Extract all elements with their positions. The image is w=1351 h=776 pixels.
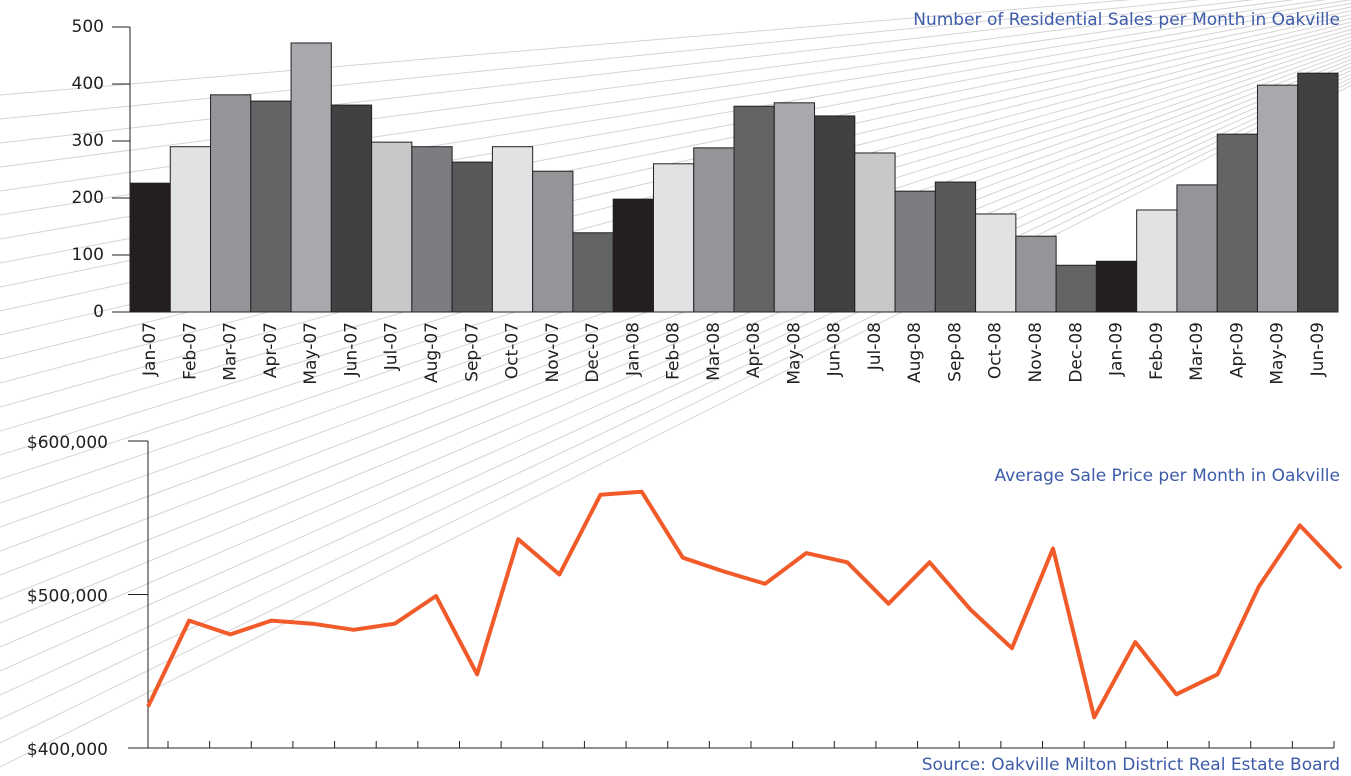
x-tick-label: Dec-07 [583, 322, 603, 383]
bar [572, 232, 614, 313]
x-tick-label: Jul-08 [865, 322, 885, 371]
bar [1256, 84, 1299, 313]
x-tick-label: Nov-08 [1026, 322, 1046, 383]
bar [814, 115, 856, 313]
x-tick-label: Mar-09 [1187, 322, 1207, 381]
bar [491, 146, 534, 313]
bar [934, 181, 977, 313]
bar [290, 42, 332, 313]
y-tick-label: $600,000 [27, 433, 108, 453]
x-tick-label: Mar-07 [221, 322, 241, 381]
x-tick-label: Apr-09 [1227, 322, 1247, 378]
x-tick-label: Jun-09 [1308, 322, 1328, 377]
x-tick-label: Mar-08 [704, 322, 724, 381]
x-tick-label: Oct-07 [503, 322, 523, 379]
x-tick-label: Sep-07 [462, 322, 482, 382]
bar [693, 147, 735, 313]
bar [652, 163, 695, 313]
x-tick-label: Dec-08 [1066, 322, 1086, 383]
bar [612, 198, 654, 313]
bar [1216, 133, 1258, 313]
bar [1136, 209, 1178, 313]
background-line [0, 0, 1132, 96]
bar [1095, 260, 1138, 313]
x-tick-label: Jan-07 [140, 322, 160, 377]
bar [1015, 235, 1057, 313]
x-tick-label: Oct-08 [986, 322, 1006, 379]
x-tick-label: Feb-07 [180, 322, 200, 380]
y-tick-label: 500 [72, 17, 104, 37]
x-tick-label: Feb-09 [1147, 322, 1167, 380]
x-tick-label: Jan-09 [1107, 322, 1127, 377]
source-note: Source: Oakville Milton District Real Es… [922, 755, 1340, 775]
y-tick-label: 200 [72, 188, 104, 208]
bar [250, 100, 292, 313]
x-tick-label: May-07 [301, 322, 321, 385]
y-tick-label: $400,000 [27, 740, 108, 760]
x-tick-label: May-08 [784, 322, 804, 385]
x-tick-label: Aug-07 [422, 322, 442, 383]
x-tick-label: Nov-07 [543, 322, 563, 383]
line [146, 489, 1343, 720]
x-tick-label: May-09 [1268, 322, 1288, 385]
bar [773, 102, 816, 313]
bar [210, 94, 252, 313]
bar [411, 146, 453, 313]
bar [854, 152, 896, 313]
x-tick-label: Jan-08 [623, 322, 643, 377]
bar [1176, 184, 1218, 313]
x-tick-label: Apr-08 [744, 322, 764, 378]
x-tick-label: Jun-07 [341, 322, 361, 377]
chart-title: Number of Residential Sales per Month in… [913, 10, 1340, 30]
x-tick-label: Aug-08 [905, 322, 925, 383]
bar [371, 141, 413, 313]
bar [1297, 72, 1339, 313]
chart-title: Average Sale Price per Month in Oakville [995, 466, 1340, 486]
bar [532, 170, 574, 313]
bar [894, 190, 936, 313]
y-tick-label: 400 [72, 74, 104, 94]
y-tick-label: 100 [72, 245, 104, 265]
bar [451, 161, 493, 313]
x-tick-label: Jul-07 [382, 322, 402, 371]
bar [975, 213, 1017, 313]
x-tick-label: Jun-08 [825, 322, 845, 377]
y-tick-label: 300 [72, 131, 104, 151]
x-tick-label: Apr-07 [261, 322, 281, 378]
bar [330, 104, 373, 313]
bar [129, 182, 171, 313]
bar [733, 105, 775, 313]
y-tick-label: $500,000 [27, 587, 108, 607]
x-tick-label: Feb-08 [664, 322, 684, 380]
x-tick-label: Sep-08 [945, 322, 965, 382]
background-line [0, 0, 1203, 120]
bar [169, 146, 212, 313]
bar [1055, 264, 1097, 313]
y-tick-label: 0 [93, 302, 104, 322]
